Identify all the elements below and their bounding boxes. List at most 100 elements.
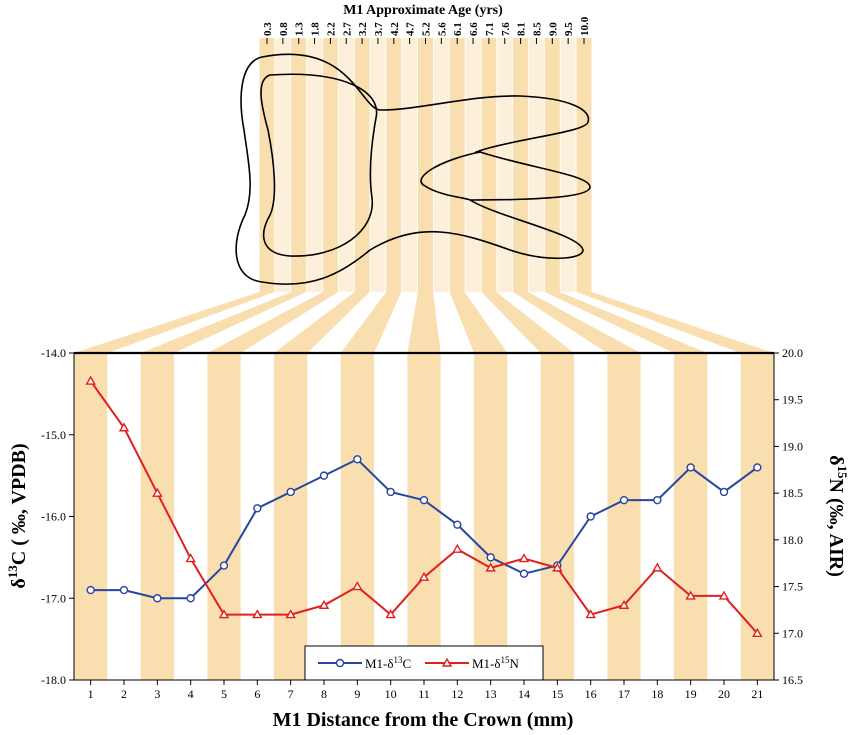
left-axis-ticks: -18.0 -17.0 -16.0 -15.0 -14.0 (41, 346, 74, 687)
tooth-band-7 (354, 38, 370, 292)
right-tick-label-0: 16.5 (782, 673, 803, 687)
band-connector-5 (207, 292, 338, 353)
x-tick-label-8: 8 (321, 687, 327, 701)
point-n15-11 (418, 571, 430, 581)
point-n15-12 (452, 543, 463, 553)
x-tick-label-15: 15 (551, 687, 563, 701)
tooth-band-13 (449, 38, 465, 292)
x-tick-label-5: 5 (221, 687, 227, 701)
plot-band-9 (340, 353, 374, 680)
left-axis-title: δ13C ( ‰, VPDB) (5, 443, 30, 588)
point-n15-3 (152, 487, 163, 497)
x-tick-label-16: 16 (585, 687, 597, 701)
age-tick-label-8: 3.7 (373, 22, 385, 36)
point-c13-14 (519, 569, 529, 578)
tooth-band-light-18 (528, 38, 544, 292)
x-tick-label-6: 6 (254, 687, 260, 701)
x-tick-label-2: 2 (121, 687, 127, 701)
right-tick-label-5: 19.0 (782, 439, 803, 453)
legend-c13-prefix: M1-δ (365, 656, 394, 671)
x-tick-label-11: 11 (418, 687, 430, 701)
point-n15-1 (85, 375, 96, 385)
right-tick-label-1: 17.0 (782, 626, 803, 640)
point-c13-12 (453, 520, 462, 529)
point-n15-21 (752, 627, 763, 637)
tooth-root-cleft (420, 151, 481, 201)
band-connector-17 (513, 292, 641, 353)
left-tick-label-1: -17.0 (41, 591, 66, 605)
right-axis-title-suffix: N (‰, AIR) (825, 479, 847, 577)
x-tick-label-1: 1 (88, 687, 94, 701)
tooth-pulp-outline (260, 73, 378, 257)
x-tick-label-20: 20 (718, 687, 730, 701)
point-n15-4 (185, 553, 196, 563)
tooth-band-19 (544, 38, 560, 292)
top-axis-title: M1 Approximate Age (yrs) (343, 3, 503, 18)
x-tick-label-7: 7 (288, 687, 294, 701)
x-axis-title: M1 Distance from the Crown (mm) (273, 709, 574, 731)
left-tick-label-2: -16.0 (41, 510, 66, 524)
legend-label-n15: M1-δ15N (472, 655, 520, 671)
x-tick-label-9: 9 (354, 687, 360, 701)
band-connector-7 (274, 292, 370, 353)
band-connector-3 (140, 292, 307, 353)
point-n15-19 (685, 590, 696, 600)
point-n15-8 (318, 599, 330, 609)
tooth-outer-outline (235, 53, 591, 285)
x-tick-label-17: 17 (618, 687, 630, 701)
x-tick-label-18: 18 (651, 687, 663, 701)
tooth-outline (235, 53, 591, 285)
legend-marker-n15 (441, 657, 453, 667)
tooth-band-1 (259, 38, 275, 292)
band-connector-21 (576, 292, 774, 353)
point-n15-18 (652, 562, 663, 572)
tooth-band-light-4 (307, 38, 323, 292)
x-tick-label-3: 3 (154, 687, 160, 701)
series-layer (85, 375, 763, 637)
legend-c13-suffix: C (403, 656, 412, 671)
age-tick-label-4: 1.8 (310, 22, 322, 36)
age-tick-label-3: 1.3 (294, 22, 306, 36)
tooth-band-9 (386, 38, 402, 292)
right-axis-ticks: 16.5 17.0 17.5 18.0 18.5 19.0 19.5 20.0 (774, 346, 803, 687)
legend-n15-sup: 15 (501, 655, 511, 665)
age-tick-label-14: 6.6 (468, 22, 480, 36)
point-n15-7 (285, 609, 296, 619)
point-c13-17 (619, 495, 629, 505)
point-c13-8 (319, 471, 329, 480)
right-tick-label-3: 18.0 (782, 533, 803, 547)
plot-band-11 (407, 353, 441, 680)
plot-band-19 (674, 353, 708, 680)
left-axis-title-suffix: C ( ‰, VPDB) (8, 443, 30, 565)
point-c13-19 (686, 463, 695, 472)
point-c13-10 (386, 487, 395, 497)
tooth-band-light-20 (560, 38, 576, 292)
point-c13-13 (486, 553, 495, 562)
right-axis-title-prefix: δ (825, 455, 847, 465)
right-tick-label-6: 19.5 (782, 393, 803, 407)
band-connectors (74, 292, 774, 353)
point-c13-20 (719, 487, 729, 497)
band-connector-19 (544, 292, 708, 353)
x-tick-label-13: 13 (485, 687, 497, 701)
point-n15-16 (585, 609, 596, 619)
age-tick-label-10: 4.7 (405, 22, 417, 36)
age-tick-label-11: 5.2 (421, 22, 433, 36)
tooth-band-11 (418, 38, 433, 292)
tooth-band-light-2 (275, 38, 291, 292)
legend-label-c13: M1-δ13C (365, 655, 411, 671)
legend-marker-c13 (335, 658, 345, 668)
point-c13-2 (119, 585, 129, 595)
tooth-band-15 (481, 38, 497, 292)
age-tick-label-16: 7.6 (500, 22, 512, 36)
plot-band-7 (274, 353, 308, 680)
left-axis-title-prefix: δ (8, 578, 30, 588)
point-c13-11 (419, 495, 429, 505)
point-n15-6 (252, 609, 263, 619)
tooth-sample-bands (259, 38, 592, 292)
right-axis-title: δ15N (‰, AIR) (825, 455, 850, 577)
x-axis-ticks: 1 2 3 4 5 6 7 8 9 10 11 12 13 14 15 16 17 18 19 20 21 (88, 680, 763, 701)
age-tick-label-13: 6.1 (452, 22, 464, 36)
legend-n15-prefix: M1-δ (472, 656, 501, 671)
point-c13-18 (653, 495, 662, 505)
